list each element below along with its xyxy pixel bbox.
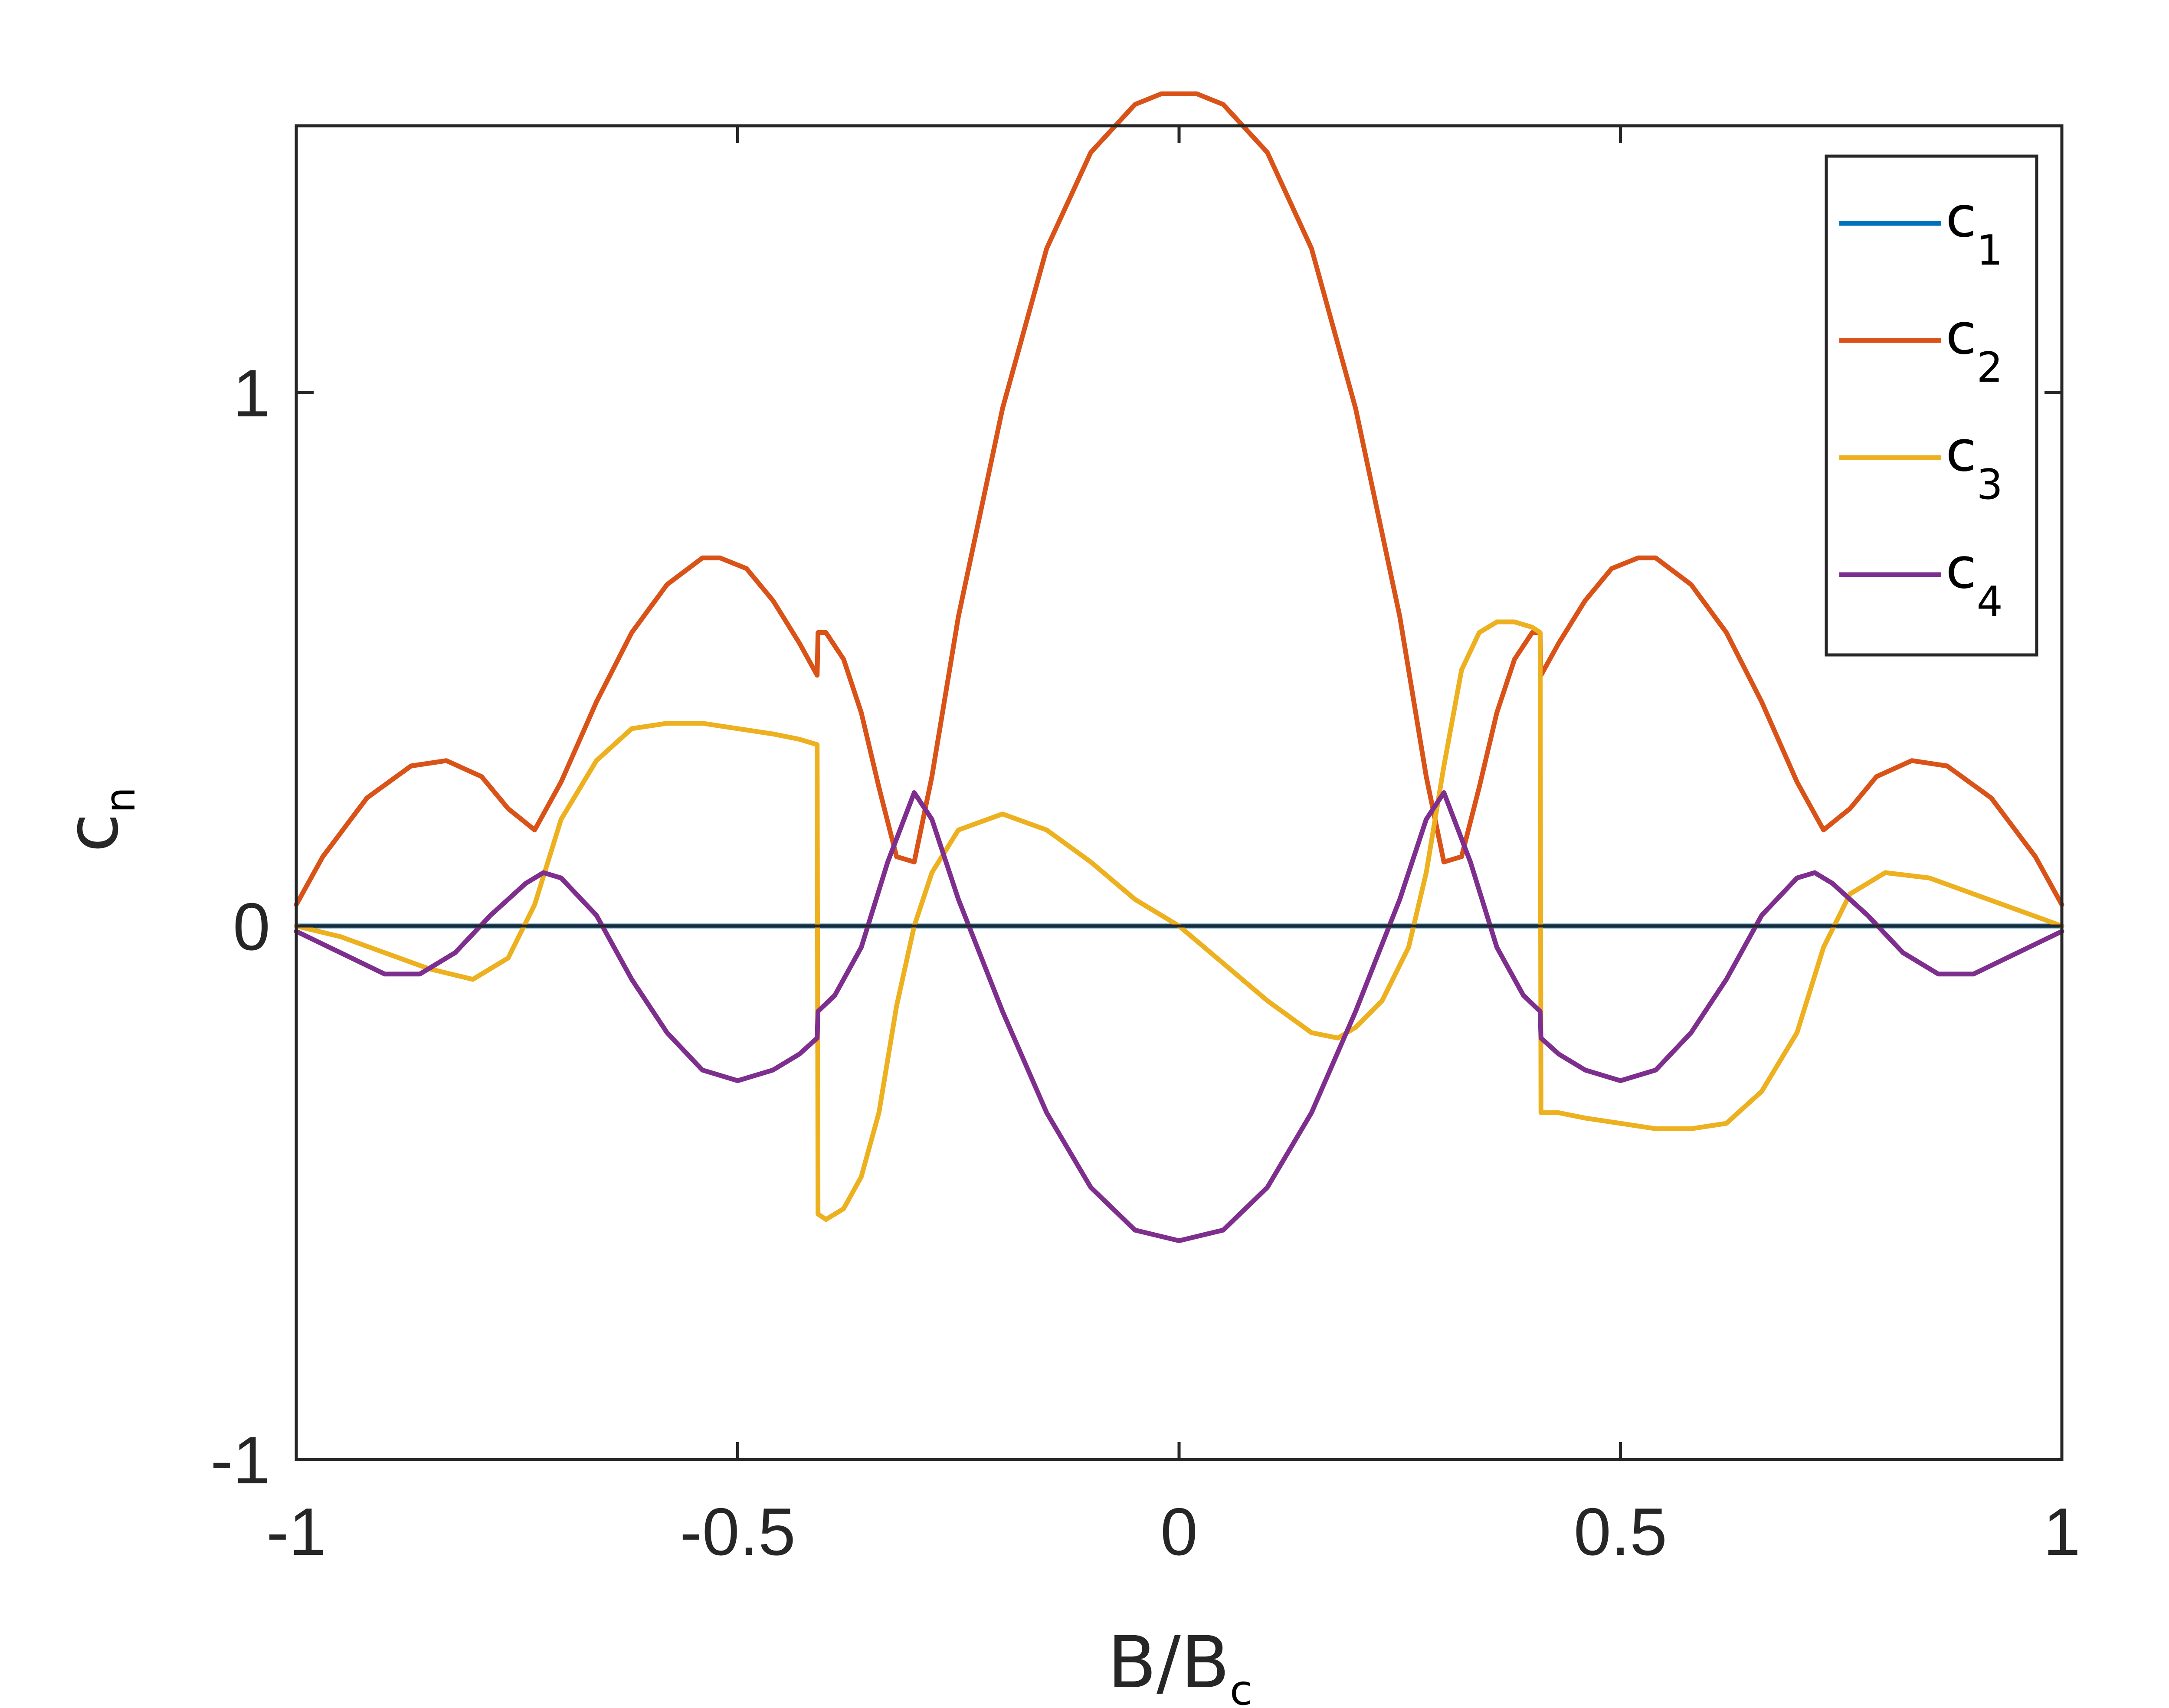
legend: c1 c2 c3 c4 [1825, 154, 2038, 657]
legend-label-c4: c4 [1946, 535, 2003, 626]
x-tick-label: 0 [1160, 1494, 1198, 1569]
labels-layer: B/Bc cn [51, 787, 1252, 1708]
y-axis-label: cn [51, 787, 144, 853]
legend-box [1825, 154, 2038, 657]
x-axis-label: B/Bc [1107, 1621, 1252, 1708]
ticks-layer: -1 -0.5 0 0.5 1 -1 0 1 [210, 126, 2081, 1569]
series-line-c4 [294, 790, 2064, 1243]
y-tick-label: 0 [233, 889, 270, 964]
plot-background [296, 126, 2062, 1459]
legend-label-c3: c3 [1946, 418, 2003, 509]
series-line-c2 [294, 91, 2064, 907]
x-tick-label: 0.5 [1574, 1494, 1667, 1569]
series-line-c3 [294, 619, 2064, 1222]
y-tick-label: 1 [233, 356, 270, 431]
legend-label-c1: c1 [1946, 184, 2003, 275]
legend-label-c2: c2 [1946, 301, 2003, 392]
x-tick-label: -0.5 [680, 1494, 796, 1569]
y-tick-label: -1 [210, 1423, 270, 1498]
x-tick-label: 1 [2043, 1494, 2081, 1569]
x-tick-label: -1 [266, 1494, 326, 1569]
